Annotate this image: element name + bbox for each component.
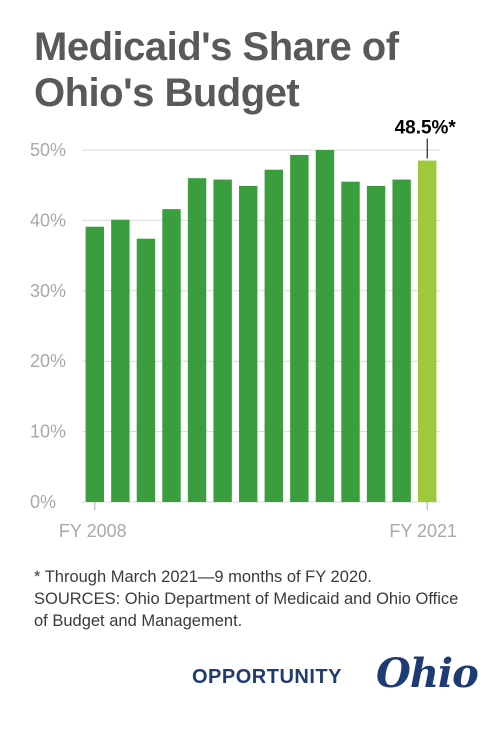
bar (366, 185, 386, 503)
bar (213, 179, 232, 502)
bar (315, 150, 335, 502)
y-tick-label: 40% (30, 210, 66, 230)
y-axis-ticks: 0% 10% 20% 30% 40% 50% (30, 140, 66, 512)
footnote-sources: SOURCES: Ohio Department of Medicaid and… (34, 590, 459, 630)
bar (418, 160, 437, 502)
bar (136, 238, 156, 503)
x-axis-ticks: FY 2008 FY 2021 (59, 502, 457, 541)
y-tick-label: 0% (30, 492, 56, 512)
logo-script: Ohio (376, 650, 479, 697)
chart-title: Medicaid's Share of Ohio's Budget (34, 25, 399, 115)
bar (239, 185, 258, 503)
footnote-note: * Through March 2021—9 months of FY 2020… (34, 568, 372, 586)
footnote: * Through March 2021—9 months of FY 2020… (34, 566, 474, 632)
opportunity-ohio-logo: OPPORTUNITY Ohio (192, 650, 482, 710)
y-tick-label: 10% (30, 422, 66, 442)
logo-wordmark: OPPORTUNITY (192, 666, 342, 688)
bar (290, 154, 309, 503)
bar (341, 181, 360, 502)
bars (85, 150, 437, 503)
annotation: 48.5%* (395, 118, 457, 159)
bar (187, 178, 207, 502)
bar (162, 209, 181, 503)
highlight-value-label: 48.5%* (395, 118, 457, 139)
bar (264, 169, 283, 502)
gridlines (82, 149, 440, 503)
bar (85, 226, 104, 502)
x-tick-label: FY 2008 (59, 521, 127, 541)
bar (111, 219, 130, 503)
bar (392, 179, 411, 502)
y-tick-label: 50% (30, 140, 66, 160)
bar-chart: 0% 10% 20% 30% 40% 50% FY 2008 FY 2021 48.5%* (30, 118, 457, 541)
y-tick-label: 30% (30, 281, 66, 301)
y-tick-label: 20% (30, 351, 66, 371)
x-tick-label: FY 2021 (389, 521, 457, 541)
